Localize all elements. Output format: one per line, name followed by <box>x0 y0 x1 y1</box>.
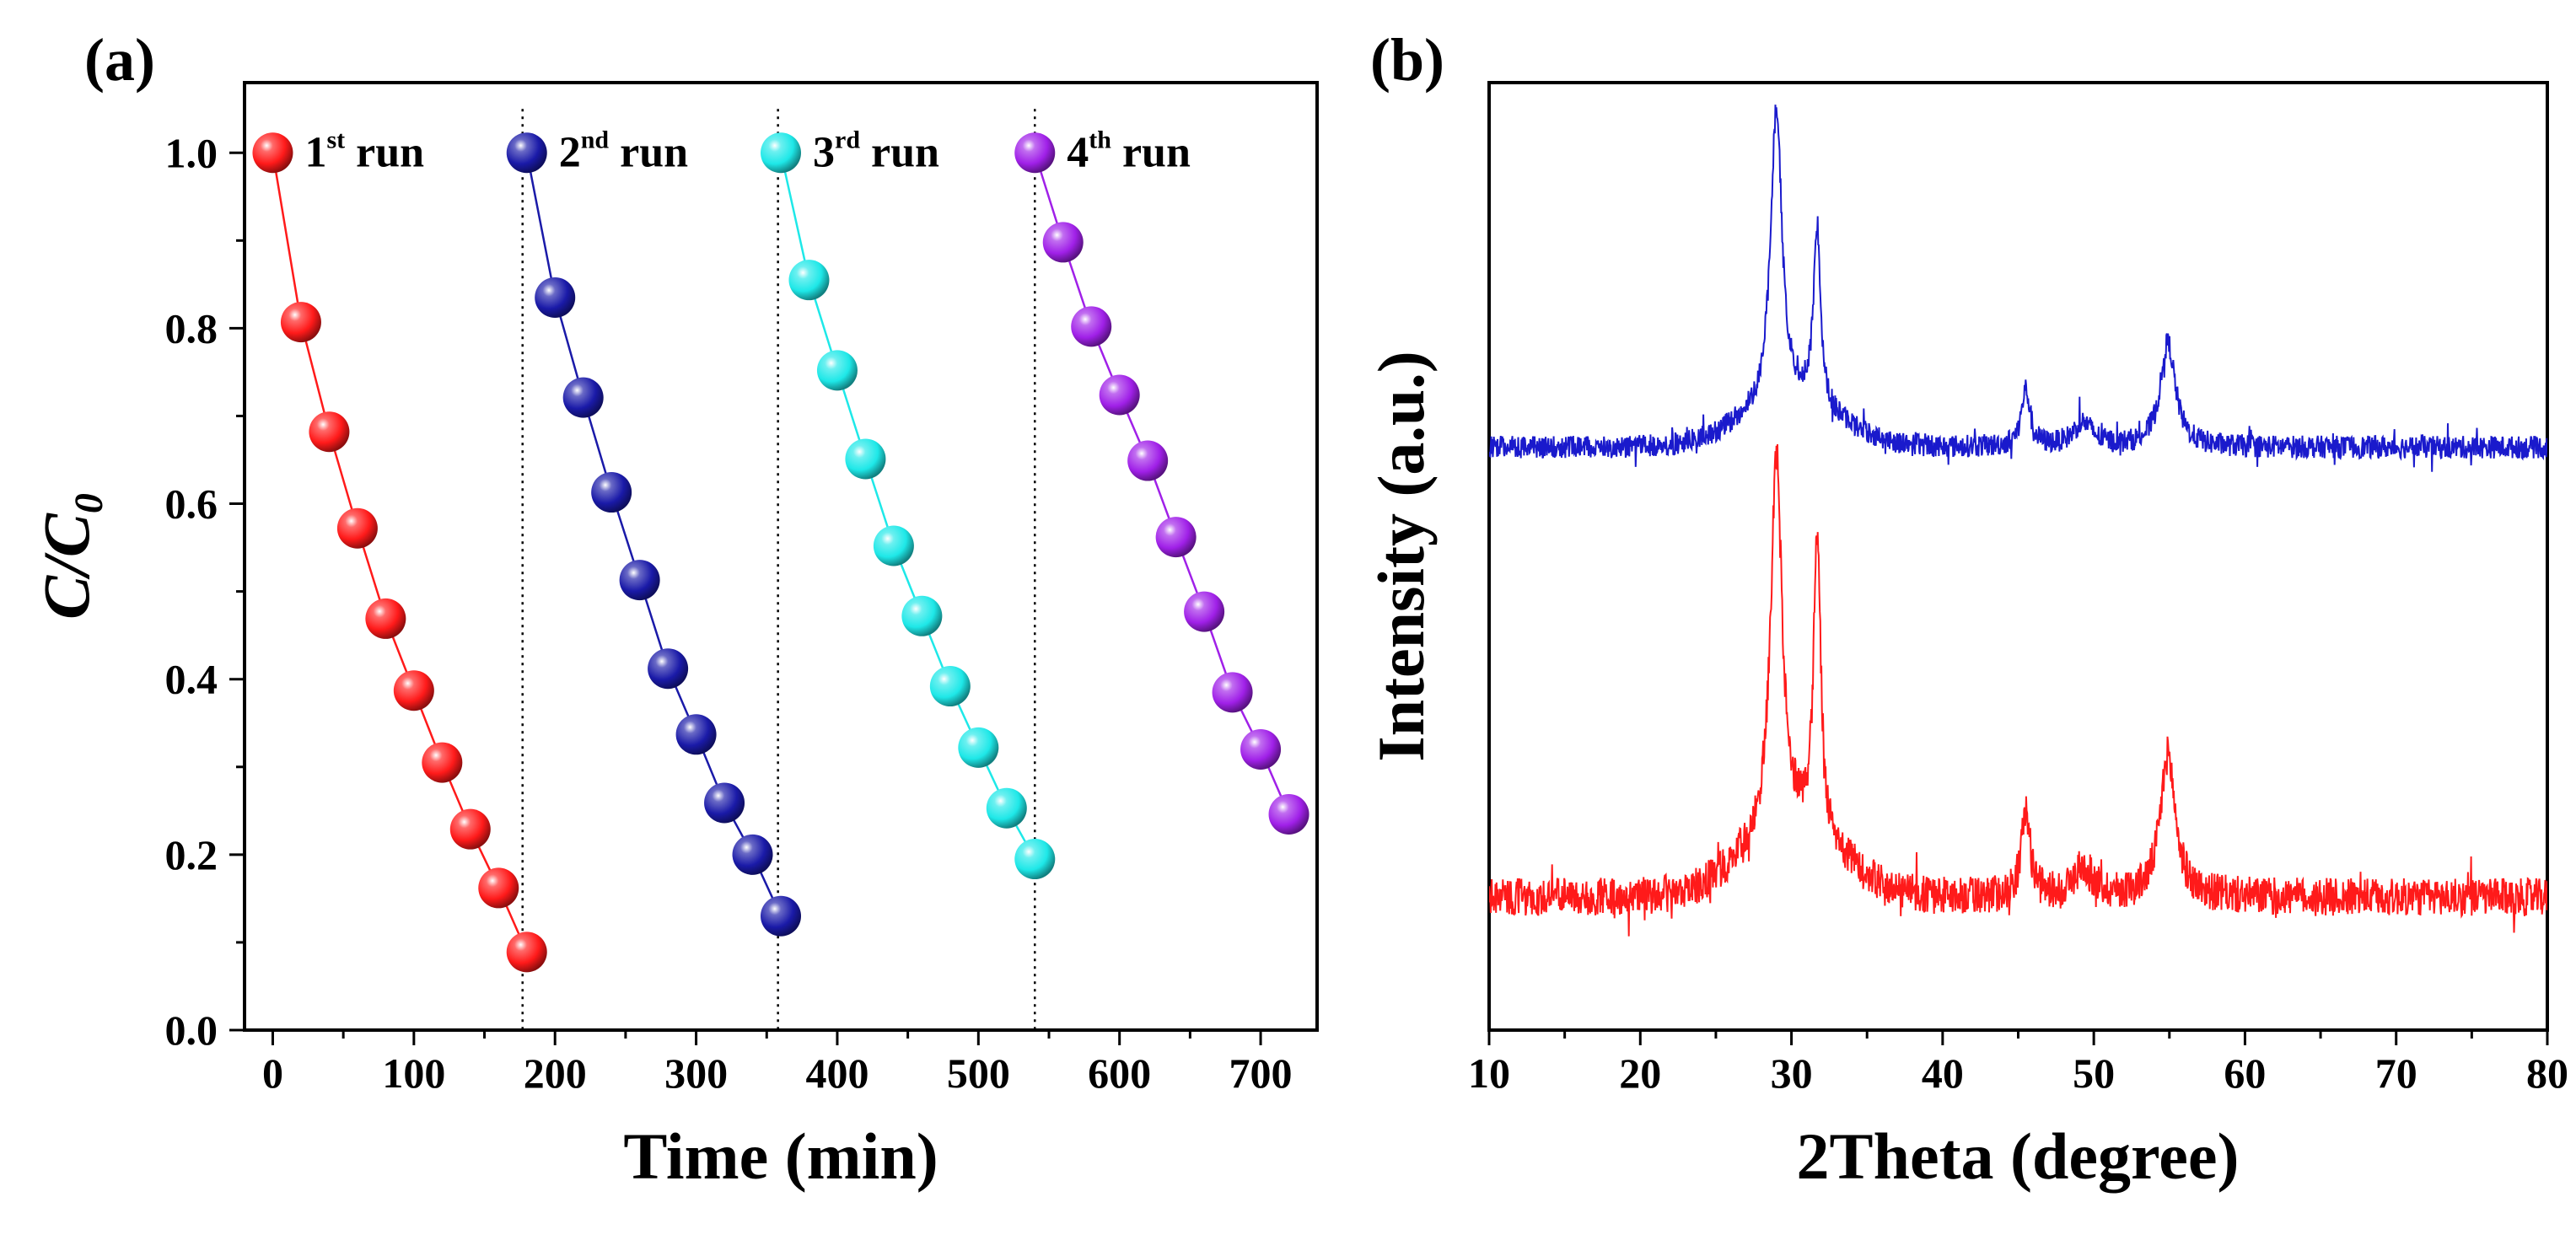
series-line <box>525 153 782 917</box>
panel-b-label: (b) <box>1370 26 1444 94</box>
data-point <box>280 302 321 343</box>
data-point <box>675 714 717 755</box>
panel-b-plot: 10 20 30 40 50 60 70 80 <box>1468 81 2568 1097</box>
panel-a-frame <box>243 81 1319 1032</box>
x-tick-label: 700 <box>1229 1049 1293 1097</box>
data-point <box>1014 132 1056 174</box>
data-point <box>704 782 745 824</box>
data-point <box>958 727 999 768</box>
x-tick-label: 50 <box>2073 1049 2115 1097</box>
x-tick-label: 500 <box>947 1049 1010 1097</box>
x-tick-label: 30 <box>1771 1049 1813 1097</box>
legend-label: 1st run <box>304 126 424 176</box>
data-point <box>761 895 801 937</box>
data-point <box>336 507 378 549</box>
data-point <box>1184 591 1225 632</box>
data-point <box>816 350 858 391</box>
ylabel-sub: 0 <box>67 493 111 513</box>
y-tick-label: 0.4 <box>165 656 218 703</box>
data-point <box>1268 793 1310 835</box>
data-point <box>535 276 576 318</box>
data-point <box>788 260 830 301</box>
svg-text:C/C0: C/C0 <box>30 493 111 620</box>
ylabel-main: C/C <box>30 513 103 620</box>
legend-label: 3rd run <box>813 126 939 176</box>
data-point <box>1127 440 1169 481</box>
data-point <box>1014 839 1056 880</box>
data-point <box>1071 306 1112 347</box>
data-point <box>562 377 604 418</box>
series-line <box>779 152 1036 860</box>
x-tick-label: 100 <box>382 1049 445 1097</box>
y-tick-label: 0.2 <box>165 831 218 878</box>
data-point <box>478 867 519 909</box>
x-tick-label: 600 <box>1088 1049 1151 1097</box>
data-point <box>761 132 801 174</box>
data-point <box>929 666 971 707</box>
data-point <box>252 132 293 174</box>
data-point <box>449 808 491 850</box>
panel-b-ylabel: Intensity (a.u.) <box>1364 351 1438 762</box>
data-point <box>986 787 1027 829</box>
series-line <box>272 153 528 953</box>
data-point <box>1240 728 1282 770</box>
y-tick-label: 1.0 <box>165 129 218 176</box>
y-tick-label: 0.6 <box>165 480 218 528</box>
x-tick-label: 10 <box>1468 1049 1510 1097</box>
legend-label: 4th run <box>1067 126 1191 176</box>
x-tick-label: 70 <box>2375 1049 2417 1097</box>
panel-a-xlabel: Time (min) <box>623 1119 938 1193</box>
y-tick-label: 0.0 <box>165 1006 218 1054</box>
y-tick-label: 0.8 <box>165 304 218 352</box>
data-point <box>393 670 434 711</box>
data-point <box>506 132 547 174</box>
data-point <box>365 598 406 639</box>
data-point <box>1099 374 1140 416</box>
data-point <box>1155 517 1197 558</box>
x-tick-label: 40 <box>1922 1049 1964 1097</box>
data-point <box>648 648 689 690</box>
panel-a-ylabel: C/C0 <box>30 493 111 620</box>
xrd-pattern <box>1489 105 2547 472</box>
panel-a-label: (a) <box>84 26 155 94</box>
x-tick-label: 400 <box>805 1049 869 1097</box>
data-point <box>845 438 886 480</box>
data-point <box>901 595 943 636</box>
data-point <box>309 411 350 453</box>
legend-label: 2nd run <box>559 126 688 176</box>
series-line <box>1034 152 1290 815</box>
panel-a-plot: 0 100 200 300 400 500 600 700 0.0 0.2 0.4 0.6 0.8 1.0… <box>165 81 1319 1097</box>
data-point <box>1042 222 1084 263</box>
data-point <box>1212 672 1253 713</box>
x-tick-label: 60 <box>2224 1049 2266 1097</box>
x-tick-label: 80 <box>2526 1049 2568 1097</box>
data-point <box>732 834 773 875</box>
x-tick-label: 200 <box>524 1049 587 1097</box>
data-point <box>422 742 463 783</box>
xrd-pattern <box>1489 443 2547 937</box>
x-tick-label: 20 <box>1619 1049 1661 1097</box>
data-point <box>591 472 632 513</box>
data-point <box>506 931 547 973</box>
data-point <box>873 525 914 566</box>
x-tick-label: 300 <box>664 1049 728 1097</box>
panel-b-xlabel: 2Theta (degree) <box>1797 1119 2240 1193</box>
x-tick-label: 0 <box>262 1049 283 1097</box>
data-point <box>619 560 660 601</box>
